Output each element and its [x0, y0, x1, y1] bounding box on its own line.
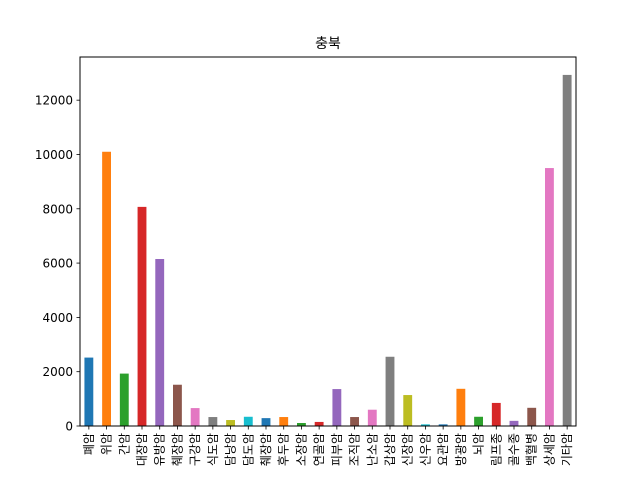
x-tick-label: 대장암: [135, 433, 149, 466]
x-tick-label: 림프종: [489, 433, 503, 466]
x-tick-label: 요관암: [436, 433, 450, 466]
bar-7: [208, 417, 218, 426]
bar-13: [314, 421, 324, 426]
x-tick-label: 연골암: [312, 433, 326, 466]
bar-12: [297, 423, 306, 426]
x-tick-label: 신장암: [401, 433, 415, 466]
x-tick-label: 구강암: [188, 433, 202, 466]
x-tick-label: 췌장암: [259, 433, 273, 466]
bar-11: [279, 417, 289, 426]
x-tick-label: 담낭암: [224, 433, 238, 466]
bar-5: [173, 384, 182, 426]
y-tick-label: 2000: [42, 365, 73, 379]
x-axis: 폐암 위암 간암 대장암 유방암 췌장암 구강암 식도암 담낭암 담도암 췌장암 후두암 소장암 연골암 피…: [82, 426, 574, 466]
x-tick-label: 소장암: [294, 433, 308, 466]
x-tick-label: 조직암: [348, 433, 362, 466]
x-tick-label: 상세암: [542, 433, 556, 466]
x-tick-label: 후두암: [277, 433, 291, 466]
bar-14: [332, 389, 342, 426]
y-tick-label: 0: [65, 420, 73, 434]
x-tick-label: 갑상암: [383, 433, 397, 466]
bar-1: [102, 151, 111, 426]
bar-24: [509, 420, 519, 426]
bars-group: [84, 74, 572, 427]
bar-2: [119, 373, 129, 426]
y-tick-label: 8000: [42, 202, 73, 216]
plot-frame: [79, 56, 577, 427]
bar-10: [261, 418, 271, 426]
bar-4: [155, 259, 165, 426]
bar-19: [421, 424, 430, 426]
bar-25: [527, 407, 537, 426]
x-tick-label: 기타암: [560, 433, 574, 466]
x-tick-label: 신우암: [418, 433, 432, 466]
y-tick-label: 12000: [35, 94, 73, 108]
x-tick-label: 췌장암: [170, 433, 184, 466]
x-tick-label: 백혈병: [525, 433, 539, 466]
bar-20: [438, 424, 448, 426]
x-tick-label: 골수종: [507, 433, 521, 466]
x-tick-label: 피부암: [330, 433, 344, 466]
bar-22: [474, 416, 483, 426]
bar-21: [456, 388, 466, 426]
bar-0: [84, 357, 94, 426]
x-tick-label: 폐암: [82, 433, 96, 455]
x-tick-label: 방광암: [454, 433, 468, 466]
x-tick-label: 식도암: [206, 433, 220, 466]
bar-15: [350, 417, 359, 426]
bar-16: [367, 409, 377, 426]
x-tick-label: 위암: [100, 433, 114, 455]
bar-23: [491, 402, 501, 426]
y-axis: 0 2000 4000 6000 8000 10000 12000: [35, 94, 80, 434]
x-tick-label: 유방암: [153, 433, 167, 466]
bar-18: [403, 395, 413, 426]
chart-title: 충북: [315, 36, 341, 52]
x-tick-label: 간암: [117, 433, 131, 455]
bar-17: [385, 356, 395, 426]
y-tick-label: 4000: [42, 311, 73, 325]
bar-8: [226, 420, 235, 426]
bar-3: [137, 206, 147, 426]
x-tick-label: 난소암: [365, 433, 379, 466]
x-tick-label: 담도암: [241, 433, 255, 466]
x-tick-label: 뇌암: [472, 433, 486, 455]
y-tick-label: 10000: [35, 148, 73, 162]
bar-26: [545, 168, 554, 427]
y-tick-label: 6000: [42, 257, 73, 271]
bar-9: [243, 416, 253, 426]
bar-27: [562, 74, 572, 427]
bar-6: [190, 408, 200, 426]
